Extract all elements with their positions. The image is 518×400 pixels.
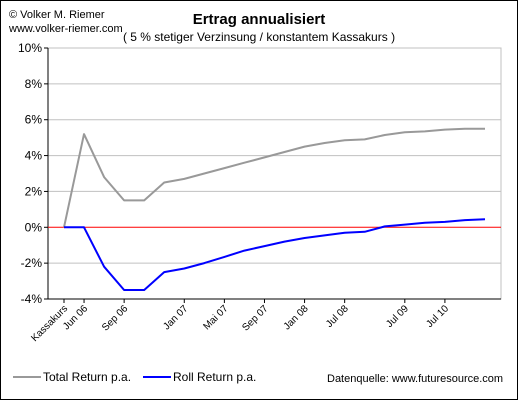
x-tick-label: Jul 10 bbox=[424, 303, 451, 330]
y-tick-label: -2% bbox=[21, 256, 43, 270]
website-link[interactable]: www.volker-riemer.com bbox=[9, 23, 123, 35]
x-tick-label: Sep 07 bbox=[240, 303, 270, 333]
series-line-1 bbox=[64, 218, 486, 291]
x-tick-label: Jul 09 bbox=[384, 303, 411, 330]
legend-label-0: Total Return p.a. bbox=[43, 370, 131, 384]
series-line-0 bbox=[63, 127, 485, 228]
copyright-text: © Volker M. Riemer bbox=[9, 9, 105, 21]
chart-title: Ertrag annualisiert bbox=[192, 11, 326, 28]
y-tick-label: 4% bbox=[25, 149, 43, 163]
x-tick-label: Jan 08 bbox=[282, 303, 311, 332]
data-source: Datenquelle: www.futuresource.com bbox=[327, 373, 504, 385]
x-tick-label: Jul 08 bbox=[324, 303, 351, 330]
y-tick-label: -4% bbox=[21, 292, 43, 306]
x-tick-label: Mai 07 bbox=[201, 303, 230, 332]
plot-frame bbox=[47, 47, 502, 300]
chart-subtitle: ( 5 % stetiger Verzinsung / konstantem K… bbox=[122, 30, 396, 44]
y-tick-label: 6% bbox=[25, 113, 43, 127]
y-tick-label: 2% bbox=[25, 184, 43, 198]
y-tick-label: 8% bbox=[25, 77, 43, 91]
x-tick-label: Jan 07 bbox=[161, 303, 190, 332]
legend-label-1: Roll Return p.a. bbox=[173, 370, 256, 384]
y-tick-label: 10% bbox=[18, 41, 42, 55]
y-tick-label: 0% bbox=[25, 220, 43, 234]
x-tick-label: Sep 06 bbox=[100, 303, 130, 333]
